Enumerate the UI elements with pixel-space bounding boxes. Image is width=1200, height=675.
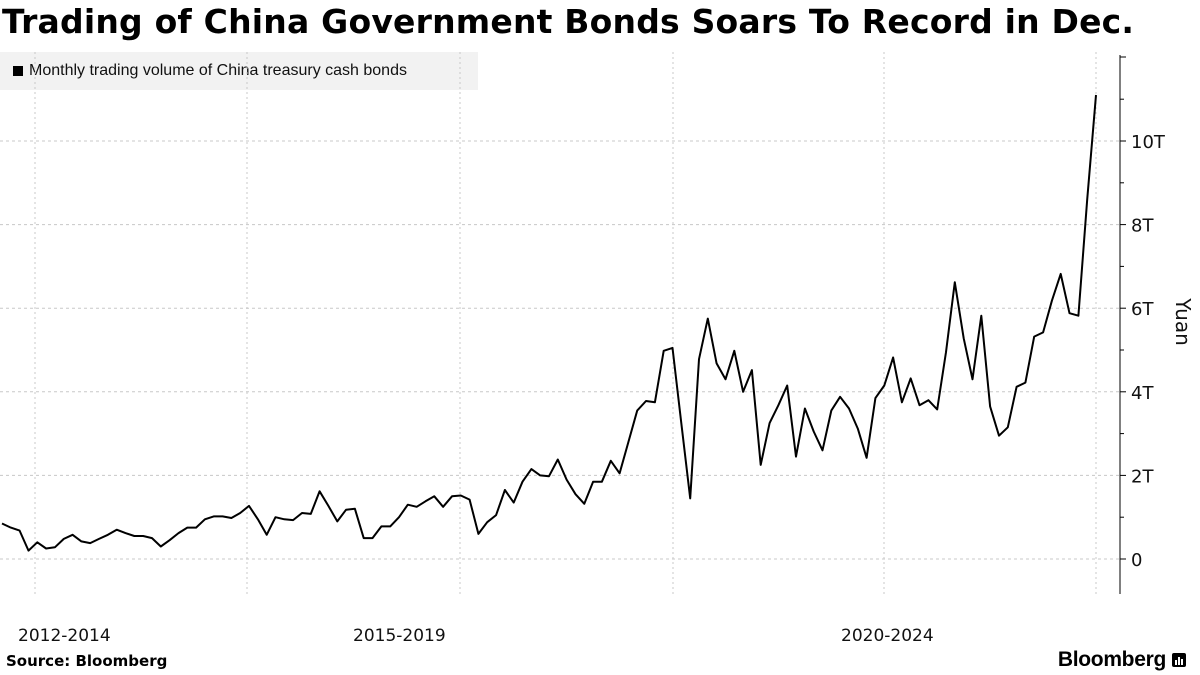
y-tick-label: 2T <box>1131 466 1154 487</box>
x-period-label: 2012-2014 <box>18 626 111 646</box>
x-period-label: 2020-2024 <box>841 626 934 646</box>
series-line <box>1 94 1097 552</box>
grid <box>0 52 1120 594</box>
x-period-label: 2015-2019 <box>353 626 446 646</box>
legend: Monthly trading volume of China treasury… <box>0 52 478 90</box>
y-tick-label: 8T <box>1131 216 1154 237</box>
brand: Bloomberg <box>1058 648 1186 672</box>
brand-logo: Bloomberg <box>1057 648 1166 671</box>
bar-chart-icon <box>1172 653 1186 667</box>
y-tick-label: 10T <box>1131 132 1166 153</box>
y-tick-label: 4T <box>1131 383 1154 404</box>
legend-swatch <box>13 66 23 76</box>
y-tick-label: 0 <box>1131 550 1142 571</box>
legend-label: Monthly trading volume of China treasury… <box>29 62 407 79</box>
chart-title: Trading of China Government Bonds Soars … <box>2 2 1135 41</box>
y-tick-label: 6T <box>1131 299 1154 320</box>
y-axis-title: Yuan <box>1171 297 1195 346</box>
source-note: Source: Bloomberg <box>6 652 168 670</box>
x-axis: 2012-2014 2015-2019 2020-2024 <box>18 626 934 646</box>
y-axis: 0 2T 4T 6T 8T 10T <box>1119 55 1166 594</box>
